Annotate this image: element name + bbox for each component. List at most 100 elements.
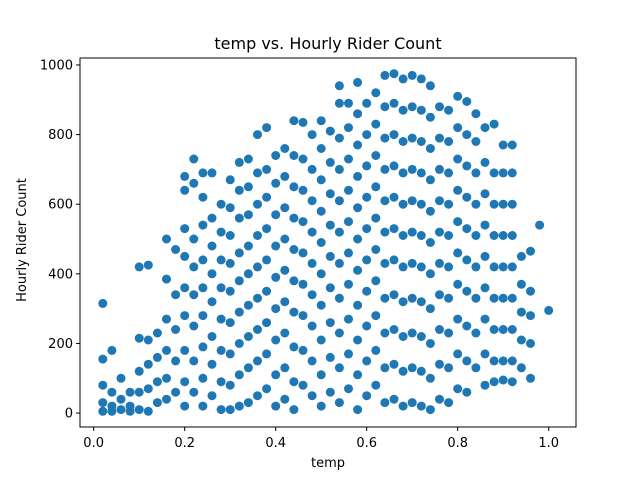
- scatter-point: [407, 328, 417, 338]
- scatter-point: [389, 255, 399, 265]
- y-axis-label: Hourly Rider Count: [15, 178, 30, 302]
- scatter-point: [180, 377, 190, 387]
- scatter-point: [498, 356, 508, 366]
- scatter-point: [498, 231, 508, 240]
- scatter-point: [489, 199, 499, 209]
- scatter-point: [143, 260, 153, 270]
- scatter-point: [171, 356, 181, 366]
- scatter-point: [516, 307, 526, 317]
- scatter-point: [316, 206, 326, 216]
- scatter-point: [362, 224, 372, 234]
- scatter-point: [353, 405, 363, 415]
- scatter-point: [271, 272, 281, 282]
- scatter-point: [116, 373, 126, 383]
- scatter-point: [453, 217, 463, 227]
- scatter-point: [134, 366, 144, 376]
- scatter-point: [435, 290, 444, 300]
- scatter-point: [271, 304, 281, 314]
- scatter-point: [416, 401, 426, 411]
- scatter-point: [171, 290, 181, 300]
- scatter-point: [98, 398, 108, 408]
- scatter-point: [471, 231, 481, 240]
- scatter-point: [507, 293, 517, 303]
- scatter-point: [234, 307, 244, 317]
- scatter-point: [344, 384, 353, 394]
- scatter-point: [380, 328, 390, 338]
- scatter-point: [416, 332, 426, 341]
- scatter-point: [389, 98, 399, 108]
- scatter-point: [325, 189, 335, 199]
- scatter-point: [162, 314, 171, 324]
- scatter-point: [216, 199, 226, 209]
- scatter-point: [171, 325, 181, 334]
- scatter-point: [407, 102, 417, 112]
- scatter-point: [425, 81, 435, 91]
- scatter-point: [371, 380, 381, 390]
- scatter-point: [289, 377, 299, 387]
- scatter-point: [289, 182, 299, 192]
- scatter-point: [444, 168, 454, 178]
- scatter-point: [234, 213, 244, 223]
- scatter-point: [453, 91, 463, 101]
- scatter-point: [180, 251, 190, 261]
- scatter-point: [152, 352, 162, 362]
- scatter-point: [334, 258, 344, 268]
- scatter-point: [398, 262, 408, 272]
- scatter-point: [334, 328, 344, 338]
- scatter-point: [516, 363, 526, 373]
- scatter-point: [353, 203, 363, 213]
- scatter-point: [325, 283, 335, 293]
- scatter-point: [180, 311, 190, 321]
- scatter-point: [307, 356, 317, 366]
- scatter-point: [189, 262, 199, 272]
- scatter-point: [398, 297, 408, 307]
- scatter-point: [371, 245, 381, 254]
- scatter-point: [180, 171, 190, 181]
- scatter-point: [207, 297, 217, 307]
- scatter-point: [280, 363, 290, 373]
- scatter-point: [480, 123, 490, 133]
- scatter-point: [207, 213, 217, 223]
- scatter-point: [162, 394, 171, 404]
- scatter-point: [225, 286, 235, 296]
- scatter-point: [134, 405, 144, 415]
- scatter-point: [507, 199, 517, 209]
- scatter-point: [471, 328, 481, 338]
- scatter-point: [398, 199, 408, 209]
- scatter-point: [262, 164, 272, 174]
- scatter-point: [289, 151, 299, 160]
- scatter-point: [425, 304, 435, 314]
- scatter-point: [398, 231, 408, 240]
- y-tick-label: 1000: [40, 58, 73, 73]
- scatter-point: [107, 387, 117, 397]
- x-tick-label: 0.0: [83, 436, 104, 451]
- scatter-point: [225, 231, 235, 240]
- scatter-point: [289, 276, 299, 286]
- scatter-point: [216, 283, 226, 293]
- scatter-point: [380, 363, 390, 373]
- scatter-point: [389, 325, 399, 334]
- scatter-point: [316, 335, 326, 345]
- scatter-point: [416, 297, 426, 307]
- scatter-point: [334, 196, 344, 206]
- scatter-point: [107, 406, 117, 416]
- scatter-point: [243, 332, 253, 341]
- scatter-point: [535, 220, 545, 230]
- scatter-point: [462, 224, 472, 234]
- scatter-point: [516, 251, 526, 261]
- scatter-point: [143, 384, 153, 394]
- scatter-point: [334, 81, 344, 91]
- scatter-point: [189, 290, 199, 300]
- scatter-point: [253, 199, 262, 209]
- scatter-point: [453, 123, 463, 133]
- scatter-point: [171, 245, 181, 254]
- y-axis-ticks: 0 200 400 600 800 1000: [40, 58, 80, 422]
- scatter-point: [425, 206, 435, 216]
- scatter-point: [444, 137, 454, 146]
- scatter-point: [471, 293, 481, 303]
- scatter-point: [171, 387, 181, 397]
- x-tick-label: 0.6: [356, 436, 377, 451]
- scatter-point: [407, 164, 417, 174]
- scatter-point: [253, 262, 262, 272]
